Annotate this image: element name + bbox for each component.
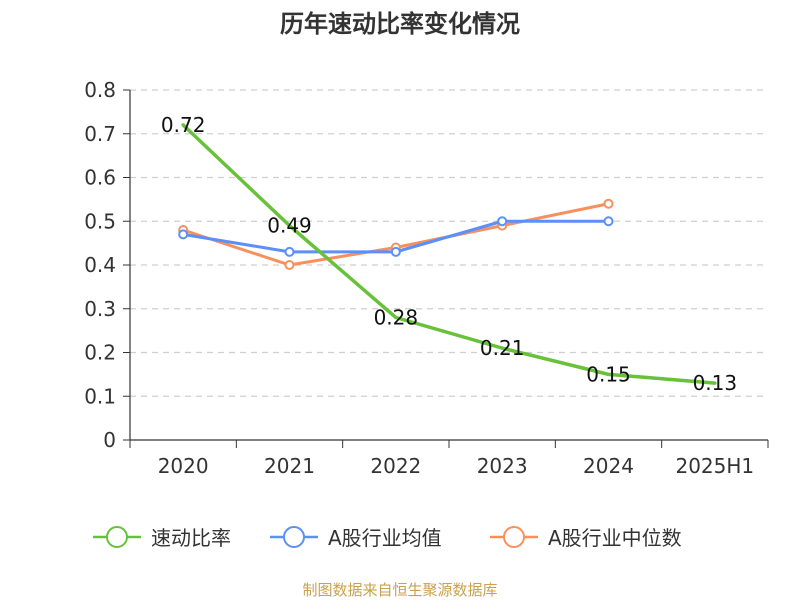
y-tick-label: 0.8 (84, 78, 116, 102)
legend-item-2[interactable]: A股行业中位数 (490, 526, 682, 550)
data-label: 0.15 (586, 362, 631, 386)
source-note: 制图数据来自恒生聚源数据库 (302, 581, 497, 599)
data-label: 0.28 (374, 306, 419, 330)
y-tick-label: 0.6 (84, 166, 116, 190)
x-tick-label: 2022 (370, 454, 421, 478)
y-tick-label: 0 (103, 428, 116, 452)
series-point-1 (284, 246, 295, 257)
legend-marker (106, 526, 128, 548)
series-point-2 (284, 260, 295, 270)
x-tick-label: 2021 (264, 454, 315, 478)
axes: 0 0.1 0.2 0.3 0.4 0.5 0.6 0.7 0.8 2020 2021 2022 202… (84, 78, 769, 478)
legend-marker (503, 526, 525, 548)
x-tick-label: 2024 (583, 454, 634, 478)
x-tick-label: 2023 (477, 454, 528, 478)
series-point-1 (390, 246, 401, 257)
y-tick-label: 0.7 (84, 122, 116, 146)
y-tick-label: 0.2 (84, 341, 116, 365)
data-label: 0.21 (480, 336, 525, 360)
series-point-1 (603, 216, 614, 227)
data-label: 0.72 (161, 113, 206, 137)
data-label: 0.49 (267, 214, 312, 238)
legend-item-1[interactable]: A股行业均值 (270, 526, 442, 550)
series-point-1 (178, 229, 189, 240)
y-tick-label: 0.5 (84, 209, 116, 233)
grid-lines (130, 89, 768, 397)
legend-item-0[interactable]: 速动比率 (93, 526, 231, 550)
data-label: 0.13 (693, 371, 738, 395)
y-tick-label: 0.3 (84, 297, 116, 321)
series-point-2 (603, 198, 614, 209)
legend-marker (283, 526, 305, 548)
legend-label: 速动比率 (151, 526, 231, 550)
chart-title: 历年速动比率变化情况 (280, 10, 520, 38)
x-tick-label: 2020 (158, 454, 209, 478)
legend-label: A股行业均值 (328, 526, 442, 550)
data-labels: 0.72 0.49 0.28 0.21 0.15 0.13 (161, 113, 737, 395)
legend[interactable]: 速动比率 A股行业均值 A股行业中位数 (93, 526, 682, 550)
legend-label: A股行业中位数 (548, 526, 682, 550)
y-tick-label: 0.4 (84, 253, 116, 277)
x-tick-label: 2025H1 (675, 454, 754, 478)
series-layer (178, 123, 717, 385)
y-tick-label: 0.1 (84, 384, 116, 408)
series-point-1 (497, 216, 508, 227)
series-line-0 (181, 123, 717, 385)
